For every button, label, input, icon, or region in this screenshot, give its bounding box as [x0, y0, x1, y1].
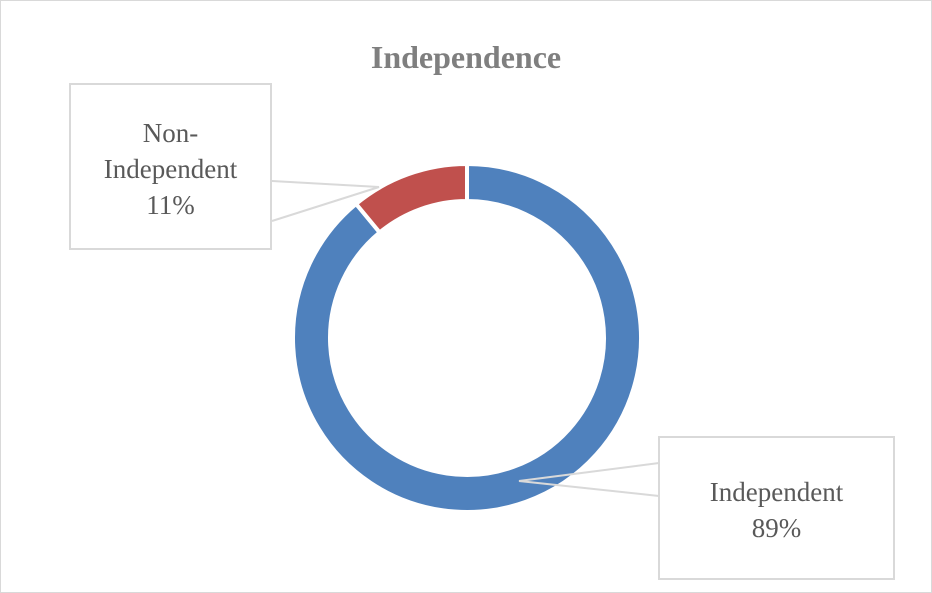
- leader-line: [271, 180, 380, 222]
- data-label-value: 89%: [751, 513, 802, 543]
- data-label-box: Non-Independent 11%: [69, 83, 272, 250]
- data-label-category: Independent: [709, 477, 844, 507]
- donut-slice: [353, 161, 469, 236]
- chart-title: Independence: [370, 39, 562, 75]
- donut-slice: [291, 161, 643, 514]
- leader-line: [518, 462, 660, 497]
- data-label-box: Independent 89%: [658, 436, 895, 580]
- data-label-value: 11%: [146, 190, 195, 220]
- data-label-category: Non-Independent: [103, 118, 238, 184]
